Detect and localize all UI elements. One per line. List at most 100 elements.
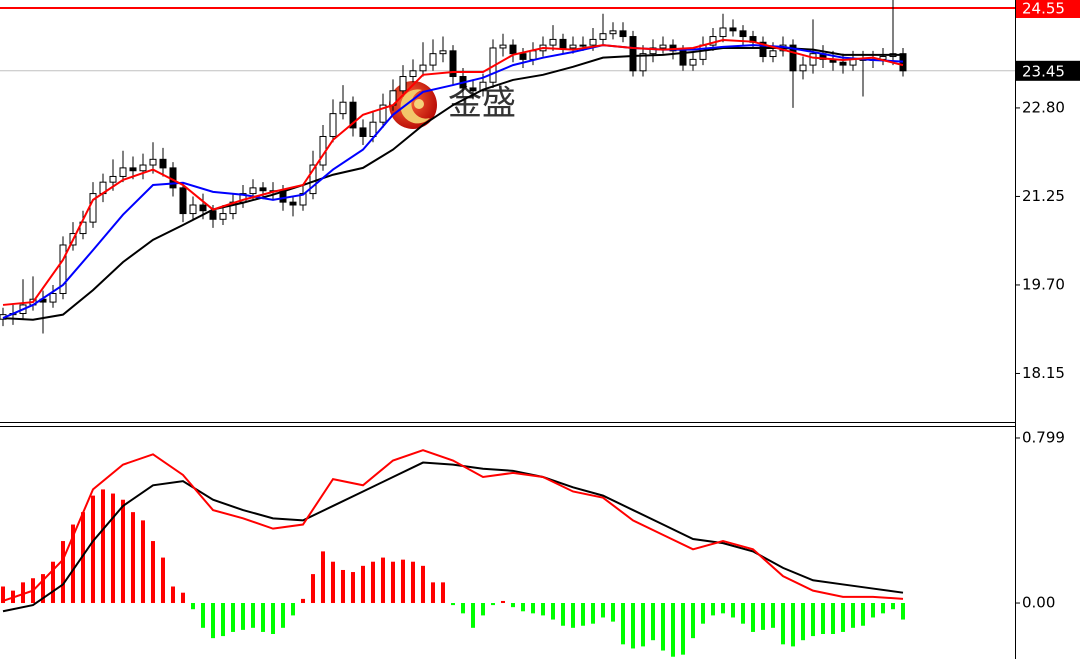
histogram-bar xyxy=(141,520,145,604)
histogram-bar xyxy=(241,603,245,630)
candle-body xyxy=(769,50,777,58)
histogram-bar xyxy=(191,603,195,610)
candle-body xyxy=(659,44,667,49)
price-panel xyxy=(0,0,1015,334)
histogram-bar xyxy=(821,603,825,635)
histogram-bar xyxy=(381,557,385,604)
histogram-bar xyxy=(111,493,115,604)
histogram-bar xyxy=(101,489,105,604)
histogram-bar xyxy=(161,557,165,604)
histogram-bar xyxy=(391,561,395,604)
candle-body xyxy=(429,53,437,66)
histogram-bar xyxy=(581,603,585,626)
histogram-bar xyxy=(1,586,5,604)
histogram-bar xyxy=(321,551,325,604)
candle-body xyxy=(549,38,557,46)
histogram-bar xyxy=(521,603,525,612)
candle-body xyxy=(219,213,227,220)
histogram-bar xyxy=(631,603,635,649)
candle-body xyxy=(129,167,137,172)
candle-body xyxy=(589,38,597,46)
histogram-bar xyxy=(841,603,845,632)
histogram-bar xyxy=(21,582,25,604)
histogram-bar xyxy=(361,565,365,604)
candle-body xyxy=(59,244,67,295)
histogram-bar xyxy=(441,582,445,604)
histogram-bar xyxy=(341,569,345,604)
price-label-box xyxy=(1016,60,1080,81)
histogram-bar xyxy=(551,603,555,620)
price-label: 24.55 xyxy=(1022,0,1065,17)
histogram-bar xyxy=(751,603,755,632)
histogram-bar xyxy=(401,559,405,604)
histogram-bar xyxy=(811,603,815,637)
candle-body xyxy=(439,50,447,55)
candle-body xyxy=(649,47,657,55)
line-series xyxy=(2,449,904,602)
candle-body xyxy=(639,53,647,72)
histogram-bar xyxy=(501,600,505,604)
histogram-bar xyxy=(331,561,335,604)
y-tick-label: 21.25 xyxy=(1022,187,1065,205)
candle-body xyxy=(519,53,527,60)
histogram-bar xyxy=(801,603,805,641)
histogram-bar xyxy=(831,603,835,635)
line-series xyxy=(2,461,904,613)
candle-body xyxy=(309,164,317,195)
y-tick-label: 19.70 xyxy=(1022,275,1065,293)
histogram-bar xyxy=(411,561,415,604)
candle-body xyxy=(359,127,367,137)
price-label: 23.45 xyxy=(1022,62,1065,80)
histogram-bar xyxy=(851,603,855,628)
candle-body xyxy=(499,44,507,49)
histogram-bar xyxy=(561,603,565,626)
histogram-bar xyxy=(891,603,895,610)
candle-body xyxy=(119,167,127,177)
y-tick-label: 22.80 xyxy=(1022,98,1065,116)
candle-body xyxy=(739,30,747,38)
histogram-bar xyxy=(711,603,715,616)
histogram-bar xyxy=(121,499,125,604)
candle-body xyxy=(839,61,847,66)
histogram-bar xyxy=(871,603,875,618)
candle-body xyxy=(809,53,817,66)
histogram-bar xyxy=(81,512,85,604)
line-series xyxy=(2,44,904,319)
candle-body xyxy=(189,204,197,215)
candle-body xyxy=(469,87,477,92)
candle-body xyxy=(799,64,807,72)
candle-body xyxy=(399,76,407,92)
histogram-bar xyxy=(251,603,255,628)
histogram-bar xyxy=(701,603,705,624)
histogram-bar xyxy=(41,574,45,604)
candle-body xyxy=(729,27,737,32)
y-tick-label: 18.15 xyxy=(1022,364,1065,382)
histogram-bar xyxy=(221,603,225,637)
histogram-bar xyxy=(721,603,725,614)
histogram-bar xyxy=(231,603,235,632)
histogram-bar xyxy=(151,541,155,604)
candle-body xyxy=(569,44,577,49)
candle-body xyxy=(179,187,187,215)
candle-body xyxy=(349,101,357,129)
candle-body xyxy=(619,30,627,38)
candle-body xyxy=(409,70,417,78)
histogram-bar xyxy=(471,603,475,628)
histogram-bar xyxy=(181,592,185,604)
candle-body xyxy=(629,36,637,72)
histogram-bar xyxy=(791,603,795,647)
candle-body xyxy=(559,38,567,49)
histogram-bar xyxy=(451,603,455,606)
histogram-bar xyxy=(371,561,375,604)
histogram-bar xyxy=(351,572,355,604)
histogram-bar xyxy=(71,524,75,604)
histogram-bar xyxy=(681,603,685,655)
candle-body xyxy=(599,33,607,40)
histogram-bar xyxy=(621,603,625,645)
candle-body xyxy=(759,41,767,58)
histogram-bar xyxy=(271,603,275,635)
candle-body xyxy=(329,113,337,137)
histogram-bar xyxy=(691,603,695,639)
y-tick-label: 0.799 xyxy=(1022,428,1065,446)
candle-body xyxy=(49,293,57,303)
